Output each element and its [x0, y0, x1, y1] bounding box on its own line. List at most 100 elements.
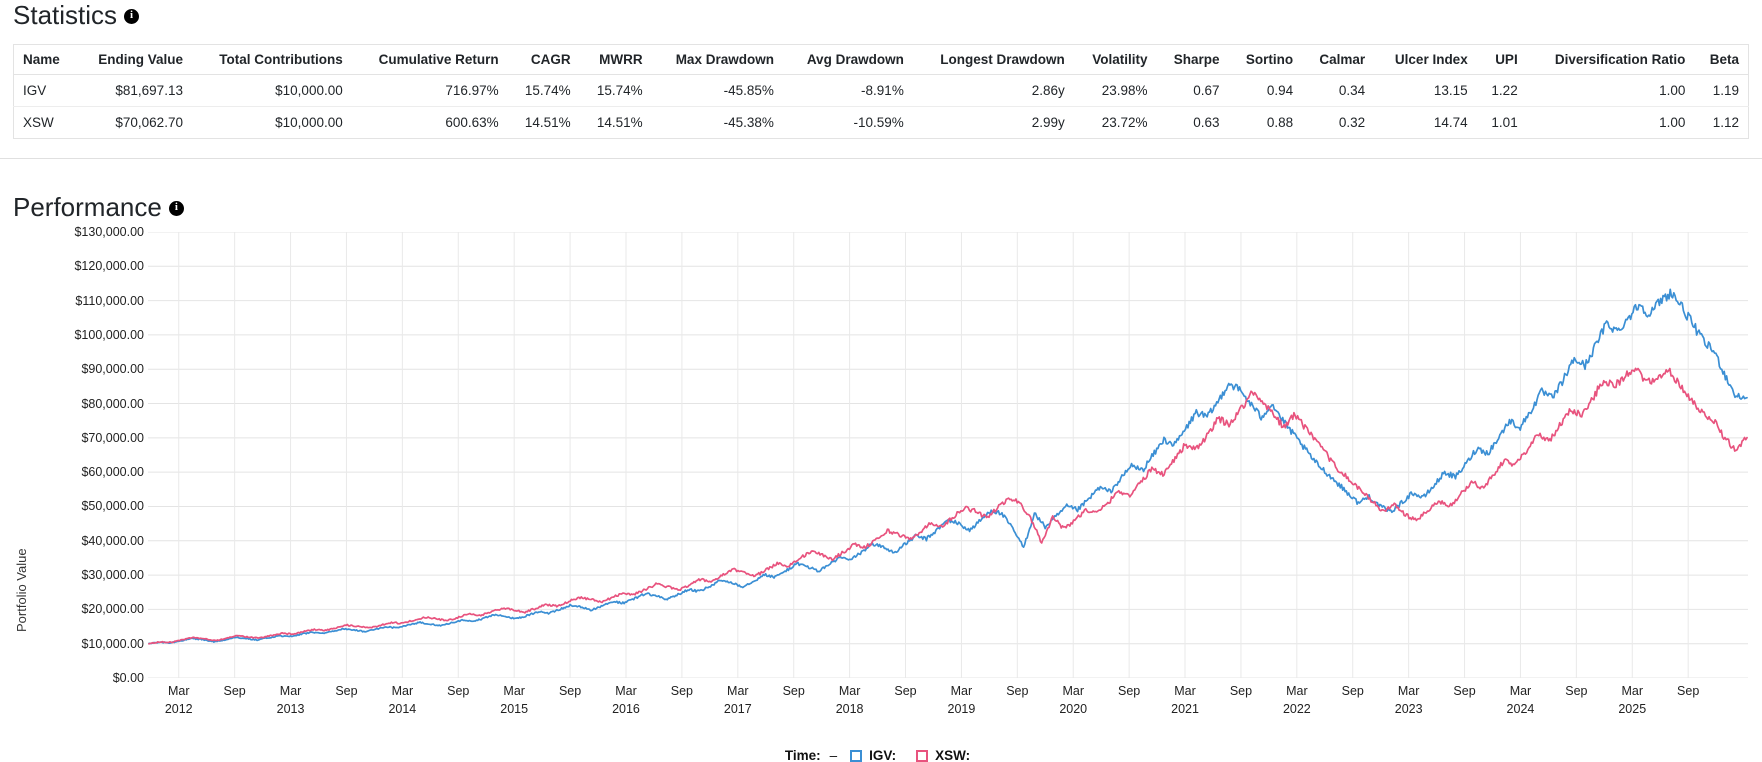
chart-legend: Time: – IGV: XSW: — [0, 748, 1762, 762]
col-ending-value[interactable]: Ending Value — [75, 44, 192, 75]
cell-total-contributions: $10,000.00 — [191, 74, 352, 107]
col-upi[interactable]: UPI — [1476, 44, 1527, 75]
cell-avg-drawdown: -10.59% — [853, 115, 904, 130]
x-tick-label: Mar 2017 — [723, 684, 752, 717]
x-tick-label: Sep — [223, 684, 246, 698]
x-tick-label: Sep — [894, 684, 917, 698]
y-tick-label: $130,000.00 — [74, 225, 144, 239]
col-max-drawdown[interactable]: Max Drawdown — [651, 44, 783, 75]
y-tick-label: $80,000.00 — [81, 396, 144, 411]
cell-sharpe: 0.63 — [1193, 115, 1220, 130]
y-tick-label: $120,000.00 — [74, 259, 144, 274]
plot-canvas[interactable] — [148, 232, 1748, 678]
col-total-contributions[interactable]: Total Contributions — [191, 44, 352, 75]
table-row[interactable]: IGV $81,697.13 $10,000.00 716.97% 15.74%… — [13, 74, 1749, 107]
x-tick-label: Sep — [1341, 684, 1364, 698]
statistics-title-text: Statistics — [13, 0, 118, 30]
x-tick-label: Sep — [447, 684, 470, 698]
cell-sortino: 0.94 — [1228, 74, 1303, 107]
x-tick-label: Sep — [1565, 684, 1588, 698]
col-mwrr[interactable]: MWRR — [579, 44, 652, 75]
y-tick-label: $0.00 — [112, 671, 144, 685]
x-tick-label: Mar 2022 — [1282, 684, 1311, 717]
legend-item-xsw[interactable]: XSW: — [916, 748, 977, 762]
cell-mwrr: 14.51% — [596, 115, 643, 130]
col-sortino[interactable]: Sortino — [1228, 44, 1303, 75]
cell-longest-drawdown: 2.86y — [912, 74, 1074, 107]
series-line-xsw — [148, 367, 1748, 645]
y-axis-title: Portfolio Value — [14, 548, 29, 632]
col-cumulative-return[interactable]: Cumulative Return — [351, 44, 508, 75]
x-tick-label: Mar 2016 — [612, 684, 640, 717]
legend-label-xsw: XSW: — [935, 748, 971, 762]
y-tick-label: $20,000.00 — [81, 602, 144, 617]
col-longest-drawdown[interactable]: Longest Drawdown — [912, 44, 1074, 75]
cell-max-drawdown: -45.85% — [651, 74, 783, 107]
cell-beta: 1.12 — [1712, 115, 1739, 130]
y-tick-label: $70,000.00 — [81, 430, 144, 445]
cell-calmar: 0.32 — [1338, 115, 1366, 130]
x-tick-label: Mar 2014 — [388, 684, 417, 717]
x-tick-label: Sep — [558, 684, 582, 698]
x-tick-label: Mar 2013 — [276, 684, 305, 717]
table-row[interactable]: XSW $70,062.70 $10,000.00 600.63% 14.51%… — [14, 107, 1749, 139]
page-title-performance: Performance i — [13, 194, 184, 220]
legend-time: Time: – — [785, 748, 837, 762]
cell-calmar: 0.34 — [1302, 74, 1375, 107]
statistics-table-container: Name Ending Value Total Contributions Cu… — [13, 44, 1749, 139]
statistics-table: Name Ending Value Total Contributions Cu… — [13, 44, 1749, 139]
col-volatility[interactable]: Volatility — [1073, 44, 1157, 75]
col-calmar[interactable]: Calmar — [1302, 44, 1375, 75]
cell-cumulative-return: 600.63% — [445, 115, 499, 130]
cell-longest-drawdown: 2.99y — [1031, 115, 1065, 130]
x-tick-label: Mar 2020 — [1059, 684, 1088, 717]
table-header-row: Name Ending Value Total Contributions Cu… — [13, 44, 1749, 75]
x-tick-label: Mar 2018 — [835, 684, 864, 717]
cell-mwrr: 15.74% — [579, 74, 652, 107]
y-tick-label: $60,000.00 — [81, 465, 144, 480]
y-tick-label: $30,000.00 — [81, 568, 144, 583]
col-avg-drawdown[interactable]: Avg Drawdown — [782, 44, 913, 75]
legend-swatch-xsw — [916, 749, 929, 762]
cell-avg-drawdown: -8.91% — [782, 74, 913, 107]
cell-sortino: 0.88 — [1266, 115, 1294, 130]
col-name[interactable]: Name — [13, 44, 76, 75]
series-line-igv — [148, 288, 1748, 645]
cell-volatility: 23.98% — [1073, 74, 1157, 107]
page-title-statistics: Statistics i — [13, 0, 140, 30]
performance-title-text: Performance — [13, 192, 162, 222]
x-tick-label: Mar 2019 — [947, 684, 976, 717]
legend-swatch-igv — [850, 749, 863, 762]
cell-upi: 1.22 — [1476, 74, 1527, 107]
performance-chart: Portfolio Value $0.00 $10,000.00 $20,000.0… — [0, 225, 1762, 762]
cell-ending-value: $70,062.70 — [115, 115, 183, 130]
cell-upi: 1.01 — [1491, 115, 1518, 130]
cell-ulcer-index: 13.15 — [1374, 74, 1477, 107]
col-sharpe[interactable]: Sharpe — [1156, 44, 1229, 75]
section-divider — [0, 158, 1762, 159]
y-tick-label: $40,000.00 — [81, 533, 144, 548]
x-tick-label: Mar 2021 — [1171, 684, 1199, 717]
y-tick-label: $110,000.00 — [75, 293, 144, 308]
statistics-table-head: Name Ending Value Total Contributions Cu… — [13, 44, 1749, 75]
col-cagr[interactable]: CAGR — [507, 44, 580, 75]
col-beta[interactable]: Beta — [1694, 44, 1749, 75]
cell-ulcer-index: 14.74 — [1433, 115, 1468, 130]
cell-cagr: 14.51% — [524, 115, 571, 130]
cell-diversification-ratio: 1.00 — [1659, 115, 1686, 130]
x-tick-label: Sep — [670, 684, 694, 698]
col-diversification-ratio[interactable]: Diversification Ratio — [1526, 44, 1695, 75]
x-tick-label: Sep — [335, 684, 358, 698]
col-ulcer-index[interactable]: Ulcer Index — [1374, 44, 1477, 75]
cell-diversification-ratio: 1.00 — [1526, 74, 1695, 107]
y-tick-label: $50,000.00 — [81, 499, 144, 514]
statistics-table-body: IGV $81,697.13 $10,000.00 716.97% 15.74%… — [13, 74, 1749, 139]
info-icon[interactable]: i — [168, 200, 184, 216]
y-tick-label: $10,000.00 — [81, 636, 144, 651]
legend-label-igv: IGV: — [869, 748, 897, 762]
legend-time-value: – — [829, 748, 838, 762]
x-tick-label: Mar 2025 — [1618, 684, 1647, 717]
info-icon[interactable]: i — [124, 8, 140, 24]
legend-item-igv[interactable]: IGV: — [850, 748, 903, 762]
